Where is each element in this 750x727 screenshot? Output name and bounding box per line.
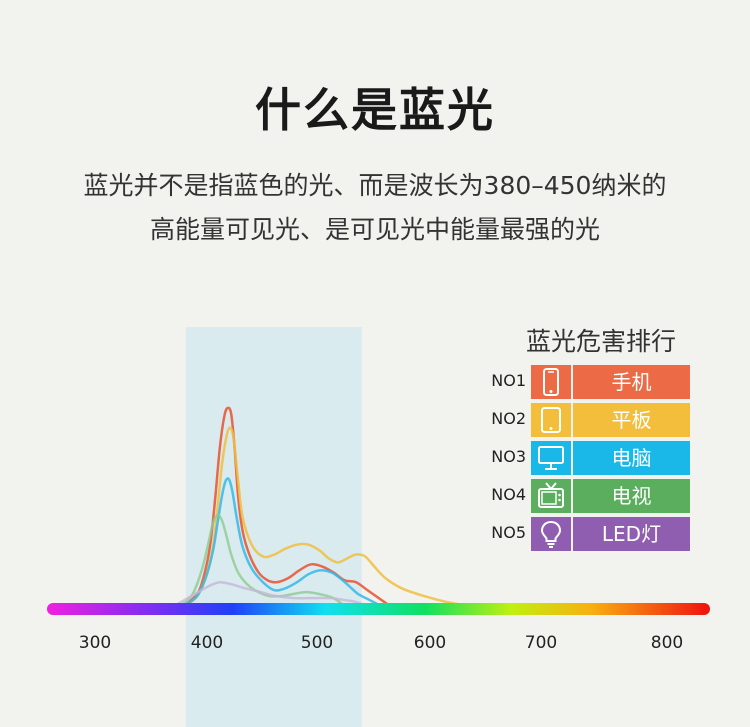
x-tick-label: 300 <box>79 633 111 653</box>
ranking-number: NO5 <box>491 523 526 542</box>
spectrum-curve-4 <box>180 513 346 608</box>
spectrum-curve-2 <box>184 426 470 608</box>
ranking-row-5: NO5 LED灯 <box>482 517 692 551</box>
ranking-number: NO3 <box>491 447 526 466</box>
description-line-1: 蓝光并不是指蓝色的光、而是波长为380–450纳米的 <box>83 171 667 200</box>
ranking-number: NO2 <box>491 409 526 428</box>
ranking-row-2: NO2 平板 <box>482 403 692 437</box>
page-title: 什么是蓝光 <box>255 83 495 137</box>
ranking-number: NO1 <box>491 371 526 390</box>
ranking-label: 手机 <box>573 365 690 399</box>
x-tick-label: 800 <box>651 633 683 653</box>
ranking-row-4: NO4 电视 <box>482 479 692 513</box>
ranking-number: NO4 <box>491 485 526 504</box>
ranking-row-3: NO3 电脑 <box>482 441 692 475</box>
phone-icon <box>531 365 571 399</box>
spectrum-curve-5 <box>173 580 368 608</box>
tablet-icon <box>531 403 571 437</box>
ranking-row-1: NO1 手机 <box>482 365 692 399</box>
spectrum-curve-3 <box>182 477 382 608</box>
x-tick-label: 400 <box>191 633 223 653</box>
x-tick-label: 500 <box>301 633 333 653</box>
ranking-label: LED灯 <box>573 517 690 551</box>
x-tick-label: 600 <box>414 633 446 653</box>
ranking-label: 电视 <box>573 479 690 513</box>
monitor-icon <box>531 441 571 475</box>
bulb-icon <box>531 517 571 551</box>
ranking-label: 平板 <box>573 403 690 437</box>
wavelength-spectrum-bar <box>47 603 710 615</box>
ranking-title: 蓝光危害排行 <box>526 327 677 356</box>
ranking-label: 电脑 <box>573 441 690 475</box>
tv-icon <box>531 479 571 513</box>
x-tick-label: 700 <box>525 633 557 653</box>
description-line-2: 高能量可见光、是可见光中能量最强的光 <box>149 215 600 244</box>
